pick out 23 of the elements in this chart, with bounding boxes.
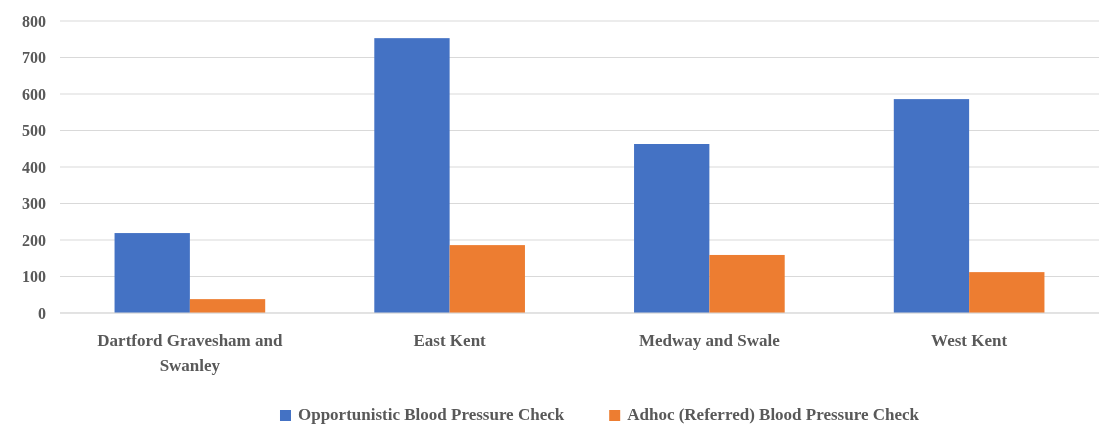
- y-tick-label: 600: [22, 85, 46, 103]
- x-tick-label: East Kent: [413, 331, 487, 350]
- bar: [969, 272, 1045, 313]
- y-tick-label: 800: [22, 12, 46, 30]
- bar: [114, 233, 190, 313]
- x-tick-label: West Kent: [931, 331, 1008, 350]
- y-tick-label: 500: [22, 122, 46, 140]
- bar: [709, 254, 785, 313]
- y-tick-label: 200: [22, 231, 46, 249]
- y-tick-label: 300: [22, 195, 46, 213]
- x-tick-label: Medway and Swale: [639, 331, 781, 350]
- bar: [449, 245, 525, 313]
- x-tick-label: Dartford Gravesham and Swanley: [97, 331, 283, 375]
- legend-label: Opportunistic Blood Pressure Check: [297, 405, 565, 424]
- y-tick-label: 400: [22, 158, 46, 176]
- y-tick-label: 0: [38, 304, 46, 322]
- bar: [189, 299, 266, 313]
- legend-label: Adhoc (Referred) Blood Pressure Check: [627, 405, 920, 424]
- bar: [893, 99, 970, 313]
- y-tick-label: 100: [22, 268, 46, 286]
- y-tick-label: 700: [22, 49, 46, 67]
- bar: [374, 38, 450, 313]
- bar: [634, 144, 710, 313]
